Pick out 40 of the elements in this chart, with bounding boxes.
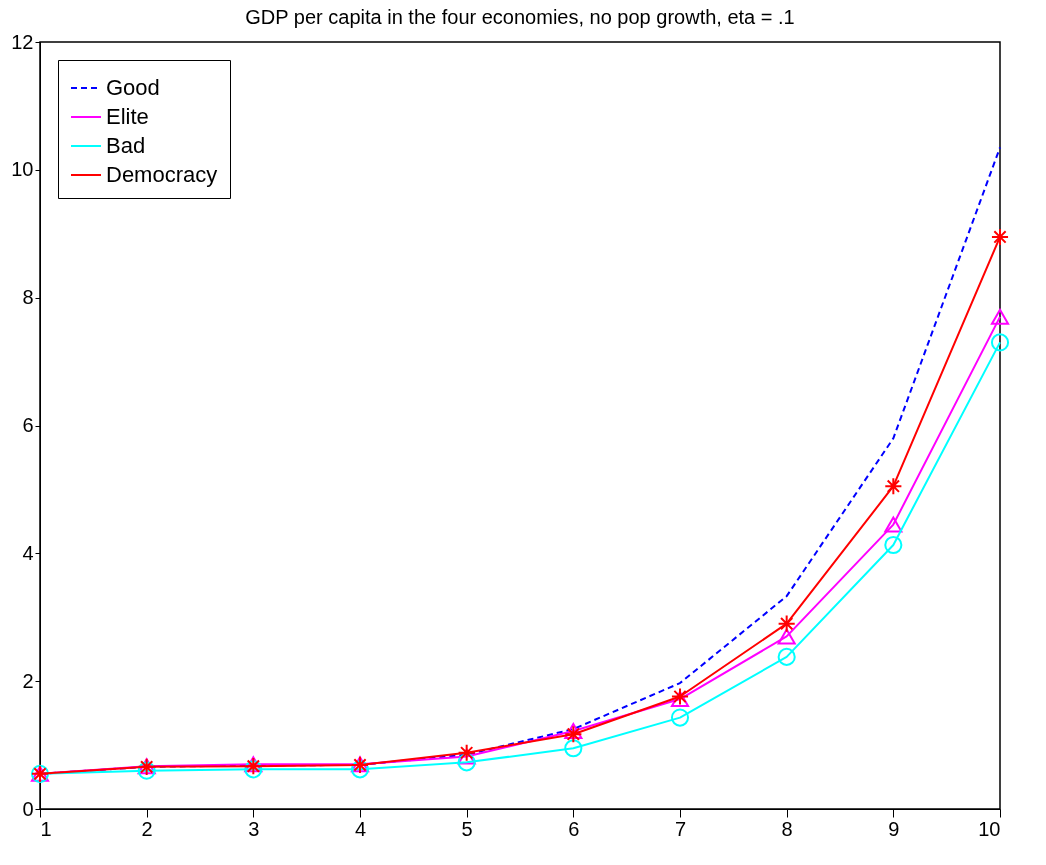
point: [990, 227, 1010, 247]
point: [137, 761, 156, 780]
legend-label: Elite: [106, 104, 149, 129]
point: [884, 535, 903, 555]
x-tick-label: 6: [568, 817, 580, 840]
legend-label: Bad: [106, 133, 146, 158]
point: [990, 308, 1010, 325]
y-tick-label: 2: [22, 669, 34, 692]
point: [777, 647, 796, 666]
x-tick-label: 10: [978, 817, 1001, 840]
point: [350, 760, 370, 779]
y-tick-label: 4: [22, 541, 34, 564]
point: [564, 739, 583, 758]
x-tick-label: 9: [888, 817, 900, 840]
point: [564, 725, 583, 744]
chart-title: GDP per capita in the four economies, no pop growth, eta = .1: [245, 6, 795, 28]
point: [777, 628, 796, 645]
point: [670, 708, 690, 727]
point: [777, 614, 796, 633]
point: [670, 691, 690, 708]
x-tick-label: 7: [674, 817, 687, 840]
point: [990, 333, 1010, 352]
x-tick-label: 8: [781, 817, 793, 840]
point: [564, 723, 583, 739]
x-tick-label: 3: [248, 817, 260, 840]
point: [884, 477, 903, 496]
legend-label: Democracy: [106, 162, 218, 187]
point: [457, 743, 476, 762]
x-tick-label: 2: [141, 817, 153, 840]
x-tick-label: 1: [40, 817, 52, 840]
x-tick-label: 4: [354, 817, 367, 840]
point: [884, 516, 903, 533]
y-tick-label: 6: [22, 414, 34, 436]
x-tick-label: 5: [461, 817, 473, 840]
y-tick-label: 8: [22, 286, 34, 309]
y-tick-label: 12: [11, 30, 34, 53]
point: [457, 753, 476, 772]
legend-label: Good: [106, 75, 160, 100]
y-tick-label: 0: [22, 797, 34, 820]
y-tick-label: 10: [11, 158, 34, 181]
